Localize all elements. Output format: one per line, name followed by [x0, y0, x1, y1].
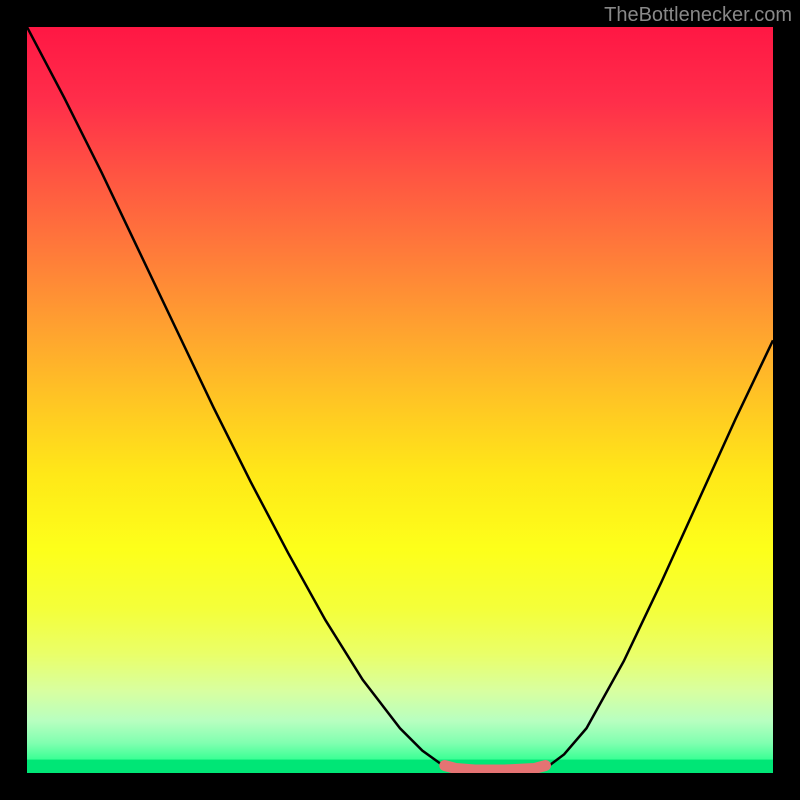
- bottom-green-band: [27, 760, 773, 773]
- gradient-background: [27, 27, 773, 773]
- chart-plot-area: [27, 27, 773, 773]
- watermark-text: TheBottlenecker.com: [604, 4, 792, 27]
- chart-svg: [27, 27, 773, 773]
- optimal-range-marker: [445, 766, 546, 770]
